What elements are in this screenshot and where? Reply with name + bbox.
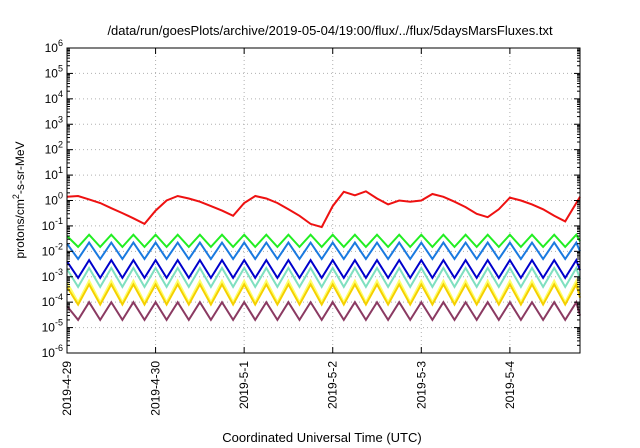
x-tick-label: 2019-5-2 <box>326 361 340 409</box>
y-tick-label-base: 10 <box>45 168 59 182</box>
y-tick-label-exp: 4 <box>58 89 63 99</box>
y-tick-label-exp: 1 <box>58 165 63 175</box>
y-tick-label: 105 <box>45 63 63 80</box>
y-axis-label-exp: 2 <box>11 194 21 199</box>
x-axis-ticks: 2019-4-29 2019-4-30 2019-5-1 2019-5-2 2019-5… <box>60 48 517 416</box>
y-tick-label-base: 10 <box>42 244 56 258</box>
y-tick-label-base: 10 <box>42 321 56 335</box>
y-tick-label-base: 10 <box>42 270 56 284</box>
y-axis-label: protons/cm2-s-sr-MeV <box>11 141 27 258</box>
y-tick-label-exp: 5 <box>58 63 63 73</box>
y-tick-label: 102 <box>45 140 63 157</box>
y-tick-label: 106 <box>45 38 63 55</box>
x-tick-label: 2019-5-4 <box>503 361 517 409</box>
y-tick-label-base: 10 <box>45 117 59 131</box>
y-axis-label-rest: -s-sr-MeV <box>13 141 27 194</box>
x-tick-label: 2019-4-29 <box>60 361 74 416</box>
y-tick-label: 10-6 <box>42 343 63 360</box>
y-tick-label: 10-4 <box>42 292 63 309</box>
y-tick-label-exp: -3 <box>55 267 63 277</box>
y-tick-label-exp: 6 <box>58 38 63 48</box>
series-line-5 <box>66 240 581 261</box>
series-group <box>66 190 581 322</box>
y-tick-label-base: 10 <box>42 219 56 233</box>
x-axis-label: Coordinated Universal Time (UTC) <box>222 430 421 445</box>
chart-title: /data/run/goesPlots/archive/2019-05-04/1… <box>107 23 553 38</box>
x-tick-label: 2019-4-30 <box>149 361 163 416</box>
series-line-1 <box>66 277 581 305</box>
y-tick-label: 103 <box>45 114 63 131</box>
y-tick-label-base: 10 <box>45 194 59 208</box>
y-tick-label: 10-1 <box>42 216 63 233</box>
y-tick-label-exp: -2 <box>55 241 63 251</box>
y-tick-label-base: 10 <box>42 295 56 309</box>
x-tick-label: 2019-5-3 <box>414 361 428 409</box>
y-tick-label: 10-2 <box>42 241 63 258</box>
series-line-4 <box>66 257 581 280</box>
y-tick-label-exp: 2 <box>58 140 63 150</box>
y-tick-label: 10-3 <box>42 267 63 284</box>
y-tick-label: 101 <box>45 165 63 182</box>
y-tick-label-base: 10 <box>45 92 59 106</box>
series-line-7 <box>66 190 581 229</box>
y-tick-label: 104 <box>45 89 63 106</box>
y-tick-label-exp: -6 <box>55 343 63 353</box>
y-tick-label: 100 <box>45 191 63 208</box>
series-line-0 <box>66 299 581 322</box>
y-tick-label-exp: 0 <box>58 191 63 201</box>
y-axis-ticks: 10-610-510-410-310-210-11001011021031041… <box>42 38 580 360</box>
y-tick-label-base: 10 <box>45 143 59 157</box>
y-axis-label-base: protons/cm <box>13 199 27 258</box>
y-tick-label-exp: -1 <box>55 216 63 226</box>
grid-lines <box>67 48 580 353</box>
series-line-3 <box>66 265 581 289</box>
y-tick-label-base: 10 <box>42 346 56 360</box>
y-tick-label-exp: -4 <box>55 292 63 302</box>
y-tick-label-base: 10 <box>45 41 59 55</box>
y-tick-label-base: 10 <box>45 66 59 80</box>
y-tick-label: 10-5 <box>42 318 63 335</box>
series-line-6 <box>66 233 581 249</box>
x-tick-label: 2019-5-1 <box>237 361 251 409</box>
y-tick-label-exp: 3 <box>58 114 63 124</box>
series-line-2 <box>66 281 581 307</box>
y-tick-label-exp: -5 <box>55 318 63 328</box>
